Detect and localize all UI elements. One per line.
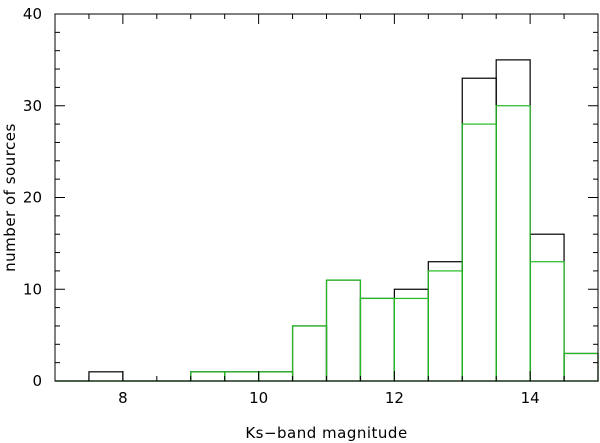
bar-series0-bin14: [529, 233, 565, 382]
bar-series0-bin10: [393, 288, 429, 382]
tick-layer: [54, 13, 599, 382]
bar-series1-bin12: [461, 123, 497, 382]
bar-series1-bin11: [427, 270, 463, 382]
bar-series0-bin9: [359, 297, 395, 382]
bar-series0-bin5: [224, 371, 260, 382]
bar-series1-bin10: [393, 297, 429, 382]
bar-series1-bin4: [190, 371, 226, 382]
y-axis-label: number of sources: [1, 123, 19, 272]
bar-series1-bin14: [529, 261, 565, 382]
bar-series0-bin8: [325, 279, 362, 382]
bar-series1-bin15: [563, 352, 599, 382]
bar-series0-bin6: [258, 371, 294, 382]
y-tick-label: 30: [23, 97, 42, 115]
bar-series0-bin1: [88, 371, 124, 382]
bar-series0-bin4: [190, 371, 226, 382]
bar-series1-bin8: [325, 279, 362, 382]
bar-series1-bin9: [359, 297, 395, 382]
y-tick-label: 40: [23, 5, 42, 23]
y-tick-label: 0: [32, 372, 42, 390]
bar-series0-bin13: [495, 59, 531, 382]
x-tick-label: 12: [385, 389, 404, 407]
label-layer: 8 10 12 14 0 10 20 30 40 Ks−band magnitude number …: [1, 5, 540, 442]
x-tick-label: 8: [118, 389, 128, 407]
bar-series1-bin6: [258, 371, 294, 382]
series-1: [55, 105, 599, 382]
y-tick-label: 20: [23, 189, 42, 207]
x-axis-label: Ks−band magnitude: [245, 424, 407, 442]
bar-series0-bin7: [291, 325, 328, 382]
series-layer: [55, 59, 599, 382]
x-tick-label: 14: [521, 389, 540, 407]
bar-series1-bin5: [224, 371, 260, 382]
bar-series0-bin11: [427, 261, 463, 382]
bar-series0-bin15: [563, 352, 599, 382]
bar-series1-bin7: [291, 325, 328, 382]
bar-series1-bin13: [495, 105, 531, 382]
y-tick-label: 10: [23, 280, 42, 298]
x-tick-label: 10: [249, 389, 268, 407]
